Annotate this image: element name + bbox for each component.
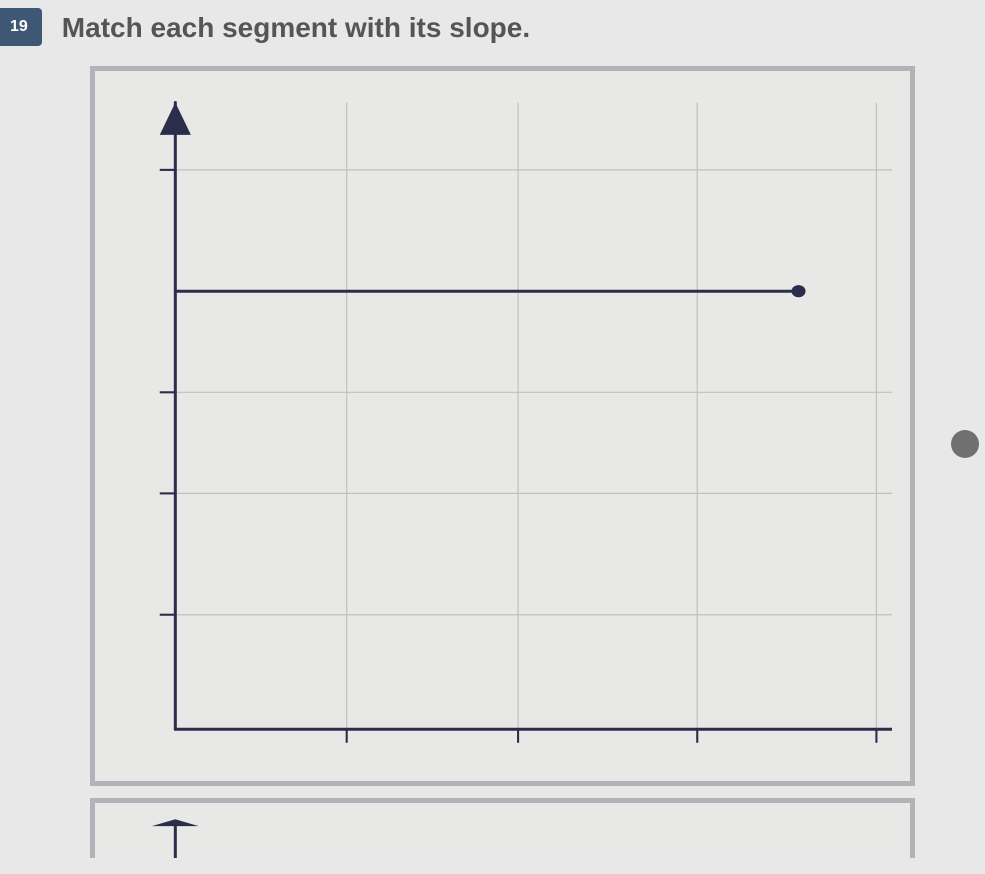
- horizontal-segment-endpoint[interactable]: [792, 285, 806, 297]
- second-chart: [113, 815, 892, 858]
- question-number: 19: [10, 18, 28, 35]
- question-number-badge: 19: [0, 8, 42, 46]
- question-header: 19 Match each segment with its slope.: [0, 0, 985, 46]
- side-indicator-dot[interactable]: [951, 430, 979, 458]
- chart-panel: [90, 66, 915, 786]
- question-prompt: Match each segment with its slope.: [62, 8, 530, 44]
- second-chart-panel: [90, 798, 915, 858]
- coordinate-chart: [113, 89, 892, 763]
